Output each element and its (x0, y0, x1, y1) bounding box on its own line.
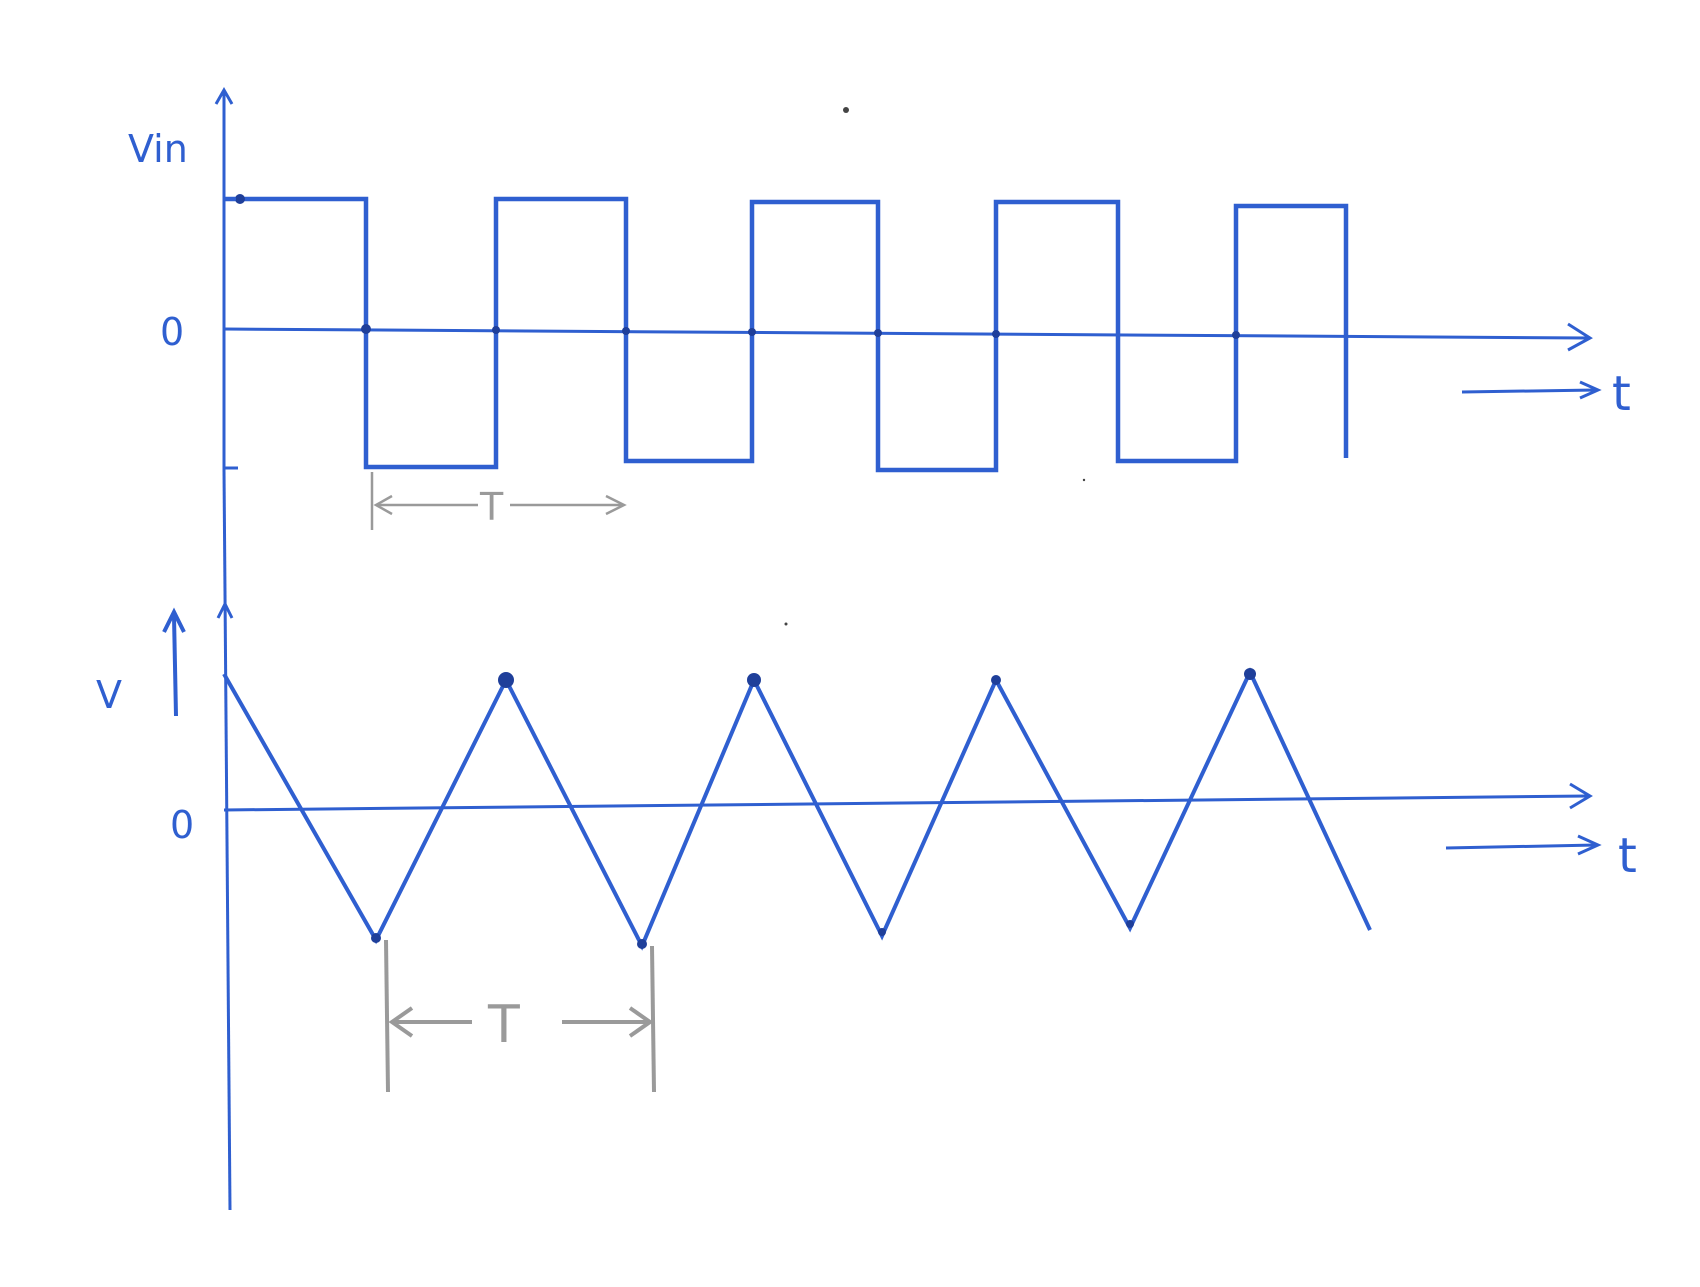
top-y-label: Vin (128, 127, 188, 171)
bottom-period-marker (384, 939, 656, 1093)
bottom-time-axis-arrow-icon (1569, 782, 1593, 810)
top-t-arrow-line (1461, 388, 1597, 394)
bottom-v-arrow-icon (162, 607, 186, 633)
top-time-axis-arrow-icon (1567, 322, 1593, 352)
bottom-t-arrow-icon (1577, 834, 1602, 856)
square-wave-dots (235, 194, 1240, 339)
bottom-y-axis (222, 469, 232, 1211)
top-y-axis-arrow-icon (214, 86, 234, 105)
bottom-period-label: T (487, 995, 520, 1055)
bottom-v-arrow-line (172, 615, 178, 717)
bottom-t-label: t (1618, 828, 1637, 884)
bottom-t-arrow-line (1445, 843, 1597, 850)
bottom-y-axis-arrow-icon (216, 600, 234, 619)
top-t-arrow-icon (1579, 380, 1602, 400)
bottom-time-axis (223, 794, 1589, 812)
triangle-wave-v (222, 667, 1372, 951)
bottom-y-label: V (96, 673, 122, 717)
top-time-axis (223, 327, 1589, 340)
top-period-marker (370, 472, 627, 530)
top-period-label: T (479, 485, 504, 529)
top-graph: Vin 0 t T (128, 86, 1631, 530)
triangle-wave-dots (371, 668, 1256, 949)
bottom-graph: V 0 t T (96, 469, 1637, 1211)
bottom-zero-label: 0 (170, 803, 194, 847)
top-zero-label: 0 (160, 310, 184, 354)
top-t-label: t (1612, 366, 1631, 422)
square-wave-vin (224, 196, 1349, 473)
paper-specks (784, 107, 1086, 626)
